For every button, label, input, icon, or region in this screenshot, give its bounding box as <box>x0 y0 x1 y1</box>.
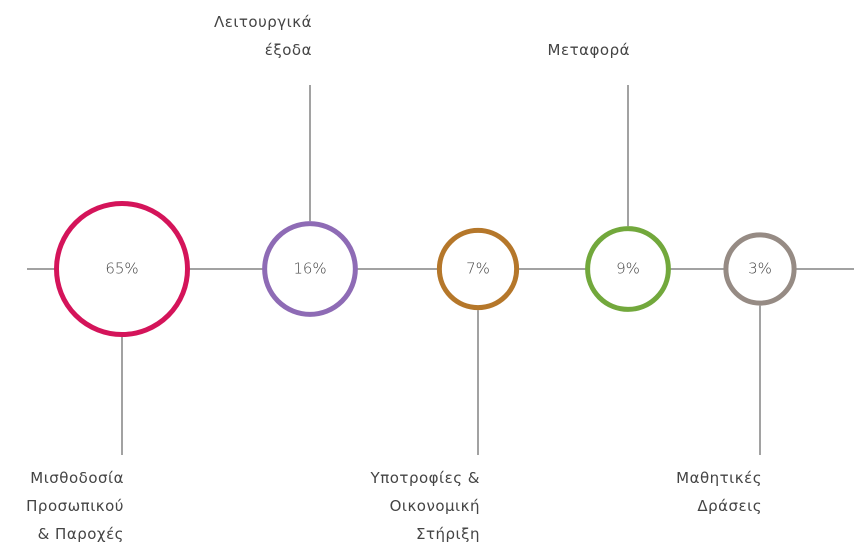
bubble <box>54 201 190 337</box>
category-label: Υποτροφίες & Οικονομική Στήριξη <box>370 469 480 543</box>
value-label: 16% <box>293 260 326 278</box>
category-label: Μαθητικές Δράσεις <box>676 469 762 515</box>
value-label: 9% <box>616 260 640 278</box>
value-label: 3% <box>748 260 772 278</box>
bubble <box>723 232 797 306</box>
category-label: Μισθοδοσία Προσωπικού & Παροχές <box>26 469 124 543</box>
value-label: 65% <box>105 260 138 278</box>
bubble <box>262 221 358 317</box>
bubble <box>585 226 671 312</box>
bubble <box>436 227 520 311</box>
category-label: Λειτουργικά έξοδα <box>213 13 312 59</box>
value-label: 7% <box>466 260 490 278</box>
category-label: Μεταφορά <box>547 41 630 59</box>
